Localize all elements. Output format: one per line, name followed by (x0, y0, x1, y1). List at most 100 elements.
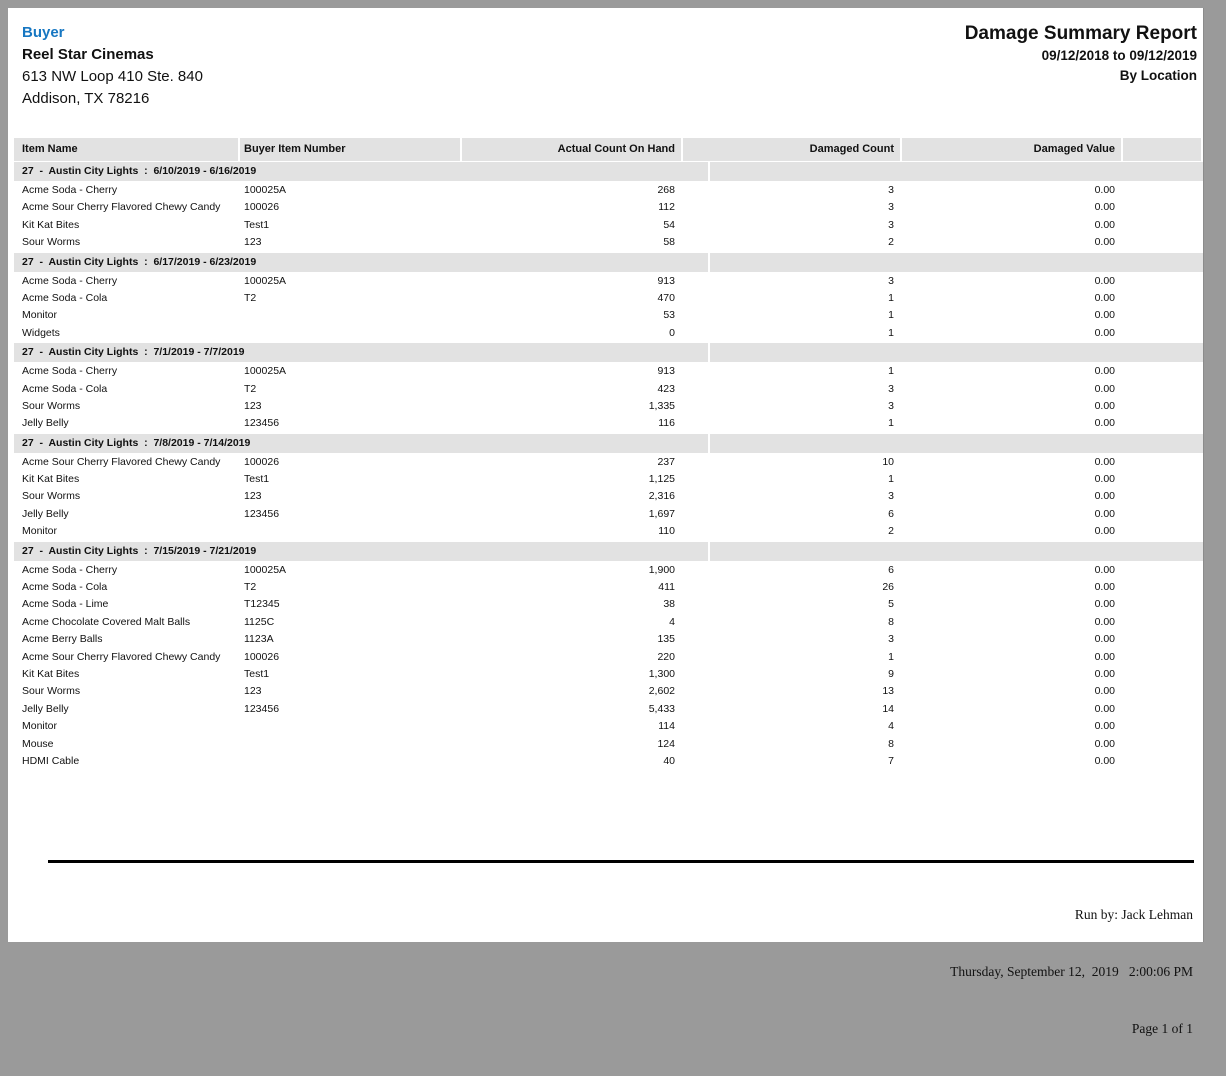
cell-damaged-count: 13 (882, 685, 894, 698)
cell-damaged-count: 2 (888, 525, 894, 538)
cell-damaged-value: 0.00 (1094, 667, 1115, 680)
cell-empty (1123, 631, 1201, 648)
report-title: Damage Summary Report (964, 23, 1197, 44)
group-header-row: 27 - Austin City Lights : 7/8/2019 - 7/1… (14, 433, 1203, 453)
cell-actual-count-on-hand: 0 (669, 326, 675, 339)
cell-actual-count-on-hand: 38 (663, 598, 675, 611)
table-row: Acme Soda - Cola T2 423 3 0.00 (14, 381, 1203, 398)
table-row: Acme Soda - Cherry 100025A 913 3 0.00 (14, 273, 1203, 290)
cell-item-name: Monitor (22, 309, 58, 322)
group-band-filler (710, 343, 1203, 363)
cell-buyer-item-number: 100025A (244, 184, 287, 196)
table-row: Kit Kat Bites Test1 1,300 9 0.00 (14, 666, 1203, 683)
cell-damaged-count: 5 (888, 598, 894, 611)
report-date-range: 09/12/2018 to 09/12/2019 (1041, 48, 1197, 63)
cell-damaged-count: 1 (888, 650, 894, 663)
cell-item-name: Acme Soda - Cola (22, 382, 108, 395)
report-table: Item Name Buyer Item Number Actual Count O… (14, 138, 1203, 770)
cell-buyer-item-number (240, 325, 460, 342)
cell-empty (1123, 579, 1201, 596)
cell-damaged-count: 1 (888, 291, 894, 304)
table-row: Acme Soda - Cherry 100025A 1,900 6 0.00 (14, 562, 1203, 579)
cell-actual-count-on-hand: 124 (657, 737, 675, 750)
cell-damaged-count: 1 (888, 326, 894, 339)
cell-damaged-value: 0.00 (1094, 184, 1115, 196)
cell-damaged-value: 0.00 (1094, 598, 1115, 611)
cell-damaged-value: 0.00 (1094, 650, 1115, 663)
cell-damaged-count: 3 (888, 201, 894, 214)
cell-empty (1123, 217, 1201, 234)
group-header-row: 27 - Austin City Lights : 6/17/2019 - 6/… (14, 252, 1203, 272)
table-row: Kit Kat Bites Test1 54 3 0.00 (14, 217, 1203, 234)
cell-empty (1123, 718, 1201, 735)
cell-actual-count-on-hand: 53 (663, 309, 675, 322)
cell-buyer-item-number: 100026 (244, 455, 280, 468)
cell-empty (1123, 683, 1201, 700)
cell-item-name: Monitor (22, 525, 58, 538)
cell-damaged-count: 26 (882, 581, 894, 594)
cell-damaged-count: 14 (882, 702, 894, 715)
group-header-row: 27 - Austin City Lights : 6/10/2019 - 6/… (14, 162, 1203, 181)
cell-actual-count-on-hand: 110 (658, 525, 675, 538)
table-row: Acme Berry Balls 1123A 135 3 0.00 (14, 631, 1203, 648)
report-grouping: By Location (1119, 68, 1197, 83)
cell-damaged-value: 0.00 (1094, 685, 1115, 698)
cell-buyer-item-number: 1123A (244, 633, 274, 646)
cell-actual-count-on-hand: 423 (657, 382, 675, 395)
cell-actual-count-on-hand: 54 (663, 218, 675, 231)
cell-damaged-count: 1 (888, 473, 894, 486)
cell-damaged-value: 0.00 (1094, 507, 1115, 520)
group-band-filler (710, 541, 1203, 561)
cell-item-name: Sour Worms (22, 236, 81, 249)
cell-damaged-value: 0.00 (1094, 737, 1115, 750)
cell-damaged-count: 3 (888, 184, 894, 196)
cell-actual-count-on-hand: 58 (663, 236, 675, 249)
cell-empty (1123, 398, 1201, 415)
cell-empty (1123, 649, 1201, 666)
cell-empty (1123, 415, 1201, 432)
cell-empty (1123, 614, 1201, 631)
table-row: Acme Sour Cherry Flavored Chewy Candy 100… (14, 454, 1203, 471)
cell-empty (1123, 523, 1201, 540)
cell-item-name: Mouse (22, 737, 54, 750)
table-row: Acme Sour Cherry Flavored Chewy Candy 100… (14, 199, 1203, 216)
cell-item-name: Acme Soda - Lime (22, 598, 109, 611)
table-row: Monitor 53 1 0.00 (14, 307, 1203, 324)
cell-damaged-value: 0.00 (1094, 525, 1115, 538)
cell-damaged-value: 0.00 (1094, 490, 1115, 503)
cell-empty (1123, 381, 1201, 398)
cell-actual-count-on-hand: 1,300 (648, 667, 675, 680)
cell-actual-count-on-hand: 1,125 (648, 473, 675, 486)
group-band-filler (710, 433, 1203, 453)
cell-buyer-item-number: 100026 (244, 201, 280, 214)
cell-empty (1123, 363, 1201, 380)
cell-damaged-value: 0.00 (1094, 581, 1115, 594)
cell-item-name: Kit Kat Bites (22, 473, 80, 486)
table-row: Sour Worms 123 2,602 13 0.00 (14, 683, 1203, 700)
buyer-address-line1: 613 NW Loop 410 Ste. 840 (22, 68, 203, 85)
table-row: Acme Soda - Cherry 100025A 268 3 0.00 (14, 182, 1203, 199)
cell-item-name: Acme Chocolate Covered Malt Balls (22, 615, 191, 628)
cell-damaged-value: 0.00 (1094, 615, 1115, 628)
cell-actual-count-on-hand: 1,335 (648, 399, 675, 412)
cell-buyer-item-number (240, 523, 460, 540)
group-band-filler (710, 162, 1203, 181)
cell-buyer-item-number: Test1 (244, 667, 270, 680)
cell-item-name: Acme Sour Cherry Flavored Chewy Candy (22, 455, 221, 468)
cell-damaged-value: 0.00 (1094, 417, 1115, 430)
table-row: Monitor 110 2 0.00 (14, 523, 1203, 540)
cell-damaged-value: 0.00 (1094, 218, 1115, 231)
cell-damaged-value: 0.00 (1094, 754, 1115, 767)
cell-item-name: Acme Soda - Cherry (22, 274, 118, 287)
cell-damaged-count: 1 (888, 309, 894, 322)
cell-actual-count-on-hand: 2,316 (648, 490, 675, 503)
cell-damaged-value: 0.00 (1094, 382, 1115, 395)
cell-actual-count-on-hand: 237 (657, 455, 675, 468)
column-header-c4: Damaged Count (683, 138, 900, 161)
cell-damaged-count: 3 (888, 218, 894, 231)
cell-item-name: Sour Worms (22, 399, 81, 412)
cell-item-name: Acme Sour Cherry Flavored Chewy Candy (22, 201, 221, 214)
cell-empty (1123, 753, 1201, 770)
cell-actual-count-on-hand: 40 (663, 754, 675, 767)
cell-actual-count-on-hand: 4 (669, 615, 675, 628)
